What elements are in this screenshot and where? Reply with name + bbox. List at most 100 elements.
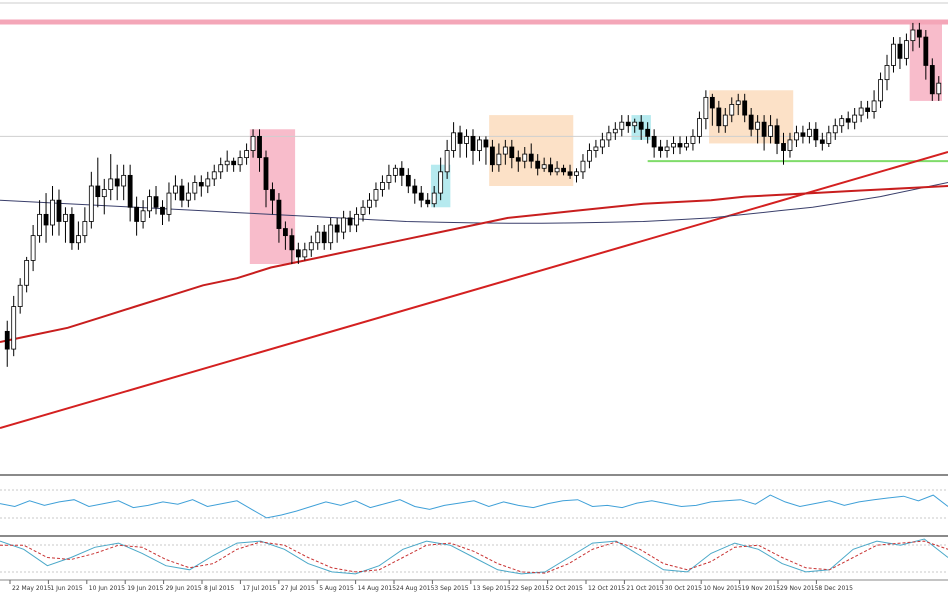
candle bbox=[729, 97, 735, 123]
candle-body bbox=[321, 231, 327, 244]
candle-body bbox=[722, 114, 728, 127]
candle-body bbox=[515, 157, 521, 162]
candle bbox=[645, 122, 651, 144]
candle bbox=[69, 207, 75, 250]
candle-body bbox=[684, 143, 689, 148]
candle bbox=[328, 217, 334, 250]
candle bbox=[528, 143, 534, 169]
candle-body bbox=[535, 160, 541, 169]
stochastic-main-line bbox=[0, 538, 948, 575]
candle-body bbox=[88, 185, 94, 222]
candle-body bbox=[910, 29, 916, 42]
candle bbox=[302, 242, 308, 261]
x-tick-label: 14 Aug 2015 bbox=[358, 585, 397, 592]
candle bbox=[244, 143, 249, 165]
candle-body bbox=[270, 189, 275, 201]
candle bbox=[509, 139, 515, 169]
candle-body bbox=[185, 192, 191, 201]
x-tick-label: 29 Nov 2015 bbox=[780, 585, 819, 592]
candle-body bbox=[677, 143, 683, 148]
candle-body bbox=[916, 29, 922, 38]
candle-body bbox=[645, 128, 651, 137]
candle-body bbox=[354, 213, 359, 226]
candle bbox=[697, 111, 702, 144]
candle-body bbox=[392, 167, 398, 176]
candle-body bbox=[709, 96, 715, 109]
candle bbox=[11, 295, 17, 357]
candle bbox=[891, 37, 896, 73]
candle-body bbox=[599, 139, 605, 148]
candle bbox=[218, 157, 224, 179]
x-tick-label: 13 Sep 2015 bbox=[473, 585, 511, 592]
candle-body bbox=[4, 330, 10, 350]
candle-body bbox=[716, 107, 722, 127]
candlesticks bbox=[4, 22, 942, 367]
candle-body bbox=[412, 185, 418, 194]
candle-body bbox=[451, 132, 456, 151]
candle bbox=[289, 228, 295, 264]
candle-body bbox=[878, 79, 883, 102]
candle bbox=[114, 164, 120, 201]
candle bbox=[709, 93, 715, 126]
candle-body bbox=[50, 199, 55, 226]
candle bbox=[88, 171, 94, 229]
candle-body bbox=[891, 43, 896, 66]
candle-body bbox=[826, 132, 832, 144]
x-tick-label: 12 Oct 2015 bbox=[588, 585, 625, 592]
candle-body bbox=[800, 132, 806, 137]
x-tick-label: 22 May 2015 bbox=[12, 585, 51, 592]
candle bbox=[134, 196, 140, 236]
candle-body bbox=[768, 125, 773, 137]
candle-body bbox=[334, 224, 340, 233]
candle bbox=[224, 150, 230, 172]
candle-body bbox=[257, 135, 262, 159]
candle-body bbox=[496, 153, 502, 166]
candle-body bbox=[134, 206, 140, 222]
candle bbox=[580, 154, 586, 179]
candle-body bbox=[690, 135, 696, 144]
candle-body bbox=[425, 199, 431, 205]
candle bbox=[321, 225, 327, 250]
candle bbox=[192, 175, 198, 201]
candle bbox=[502, 139, 508, 165]
candle bbox=[916, 22, 922, 48]
candle-body bbox=[871, 100, 877, 112]
candle-body bbox=[625, 121, 631, 127]
candle-body bbox=[289, 235, 295, 251]
candle-body bbox=[806, 128, 812, 137]
candle-body bbox=[114, 178, 120, 187]
candle bbox=[438, 157, 444, 201]
candle-body bbox=[858, 107, 864, 116]
candle bbox=[599, 132, 605, 155]
x-tick-label: 10 Nov 2015 bbox=[703, 585, 742, 592]
candle-body bbox=[438, 171, 444, 194]
candle-body bbox=[819, 139, 825, 144]
candle-body bbox=[224, 160, 230, 166]
candle bbox=[4, 320, 10, 367]
x-tick-label: 19 Nov 2015 bbox=[742, 585, 781, 592]
candle-body bbox=[63, 213, 68, 222]
candle-body bbox=[69, 213, 75, 244]
candle-body bbox=[160, 206, 165, 215]
candle bbox=[826, 125, 832, 147]
candle bbox=[231, 157, 237, 172]
candle-body bbox=[127, 174, 133, 208]
x-tick-label: 17 Jul 2015 bbox=[242, 585, 276, 592]
candle bbox=[839, 115, 845, 133]
candle-body bbox=[632, 121, 638, 127]
candle-body bbox=[360, 206, 366, 215]
candle bbox=[587, 143, 592, 169]
candle-body bbox=[742, 100, 748, 116]
candle bbox=[418, 186, 424, 208]
candle bbox=[722, 108, 728, 133]
candle bbox=[774, 118, 780, 155]
candle-body bbox=[101, 189, 107, 198]
candle-body bbox=[341, 217, 347, 233]
candle bbox=[257, 129, 262, 172]
candle bbox=[95, 157, 101, 208]
ma-slow-line bbox=[0, 182, 948, 224]
candle-body bbox=[904, 40, 909, 59]
candle-body bbox=[619, 121, 625, 130]
